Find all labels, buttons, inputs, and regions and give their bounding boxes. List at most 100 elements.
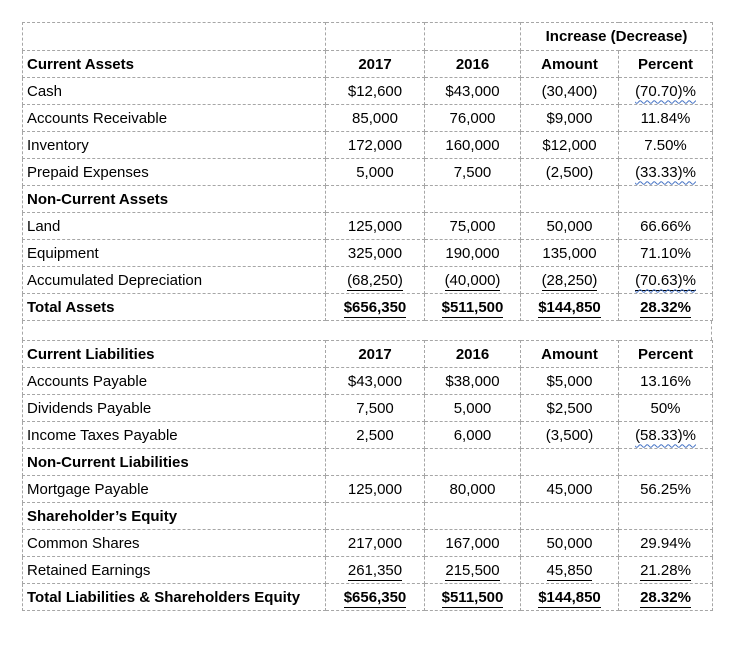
value-cell: 135,000 <box>520 239 619 267</box>
value-cell: $9,000 <box>520 104 619 132</box>
cell-value: (30,400) <box>541 82 598 100</box>
value-cell: 7,500 <box>325 394 425 422</box>
column-header-percent: Percent <box>618 340 713 368</box>
value-cell: 217,000 <box>325 529 425 557</box>
cell-value: 75,000 <box>449 217 496 235</box>
row-label: Land <box>22 212 326 240</box>
value-cell: 167,000 <box>424 529 521 557</box>
value-cell: $12,000 <box>520 131 619 159</box>
value-cell <box>520 185 619 213</box>
value-cell <box>617 185 714 213</box>
value-cell: 215,500 <box>424 556 521 584</box>
cell-value: $38,000 <box>445 372 500 390</box>
cell-value: 50,000 <box>546 534 593 552</box>
cell-value: (33.33)% <box>635 163 696 181</box>
value-cell: 190,000 <box>424 239 521 267</box>
cell-value: 167,000 <box>445 534 500 552</box>
value-cell: 29.94% <box>618 529 713 557</box>
row-label: Retained Earnings <box>22 556 326 584</box>
cell-value: $656,350 <box>343 298 407 320</box>
value-cell: 7.50% <box>617 131 714 159</box>
row-label: Cash <box>22 77 326 105</box>
cell-value: 160,000 <box>445 136 500 154</box>
column-header-2017: 2017 <box>325 340 425 368</box>
cell-value: 66.66% <box>640 217 691 235</box>
cell-value: 45,850 <box>546 561 593 581</box>
spellcheck-squiggle: (58.33)% <box>635 427 696 444</box>
value-cell: 45,850 <box>520 556 619 584</box>
cell-value: $2,500 <box>546 399 593 417</box>
cell-value: (28,250) <box>541 271 598 291</box>
value-cell: 261,350 <box>325 556 425 584</box>
row-label: Total Liabilities & Shareholders Equity <box>22 583 326 611</box>
cell-value: 13.16% <box>640 372 691 390</box>
value-cell: 7,500 <box>424 158 521 186</box>
column-header-row: Current Liabilities 2017 2016 Amount Per… <box>22 340 713 368</box>
value-cell: (70.63)% <box>617 266 714 294</box>
cell-value: $9,000 <box>546 109 593 127</box>
value-cell: (2,500) <box>520 158 619 186</box>
cell-value: 45,000 <box>546 480 593 498</box>
cell-value: 50% <box>650 399 681 417</box>
value-cell <box>520 502 619 530</box>
value-cell <box>325 502 425 530</box>
value-cell: $12,600 <box>325 77 425 105</box>
value-cell <box>325 448 425 476</box>
value-cell <box>325 185 425 213</box>
column-header-amount: Amount <box>520 50 619 78</box>
section-header-row: Shareholder’s Equity <box>22 502 713 530</box>
cell-value: 6,000 <box>453 426 492 444</box>
row-label: Accounts Receivable <box>22 104 326 132</box>
value-cell: 6,000 <box>424 421 521 449</box>
cell-value: 125,000 <box>347 217 403 235</box>
cell-value: 11.84% <box>640 109 691 127</box>
value-cell: $38,000 <box>424 367 521 395</box>
row-label: Prepaid Expenses <box>22 158 326 186</box>
value-cell: (30,400) <box>520 77 619 105</box>
column-header-2016: 2016 <box>424 50 521 78</box>
row-label: Accounts Payable <box>22 367 326 395</box>
cell-value: $5,000 <box>546 372 593 390</box>
empty-cell <box>424 22 521 51</box>
cell-value: 7,500 <box>356 399 394 417</box>
value-cell: 56.25% <box>618 475 713 503</box>
row-label: Income Taxes Payable <box>22 421 326 449</box>
line-item-row: Accumulated Depreciation (68,250) (40,000)… <box>22 266 714 294</box>
cell-value: 76,000 <box>449 109 496 127</box>
value-cell: 66.66% <box>617 212 714 240</box>
liabilities-table: Current Liabilities 2017 2016 Amount Per… <box>22 340 713 611</box>
value-cell: $656,350 <box>325 293 425 321</box>
line-item-row: Cash $12,600 $43,000 (30,400) (70.70)% <box>22 77 714 105</box>
cell-value: 5,000 <box>356 163 394 181</box>
line-item-row: Income Taxes Payable 2,500 6,000 (3,500) (58… <box>22 421 713 449</box>
value-cell: 160,000 <box>424 131 521 159</box>
cell-value: 215,500 <box>445 561 500 581</box>
value-cell: $656,350 <box>325 583 425 611</box>
value-cell: 50% <box>618 394 713 422</box>
line-item-row: Retained Earnings 261,350 215,500 45,850 21.… <box>22 556 713 584</box>
column-header-2016: 2016 <box>424 340 521 368</box>
cell-value: 7.50% <box>644 136 687 154</box>
cell-value: (40,000) <box>444 271 501 291</box>
cell-value: (70.63)% <box>635 271 696 291</box>
cell-value: 125,000 <box>347 480 403 498</box>
assets-table: Increase (Decrease) Current Assets 2017 … <box>22 22 714 321</box>
value-cell: (58.33)% <box>618 421 713 449</box>
value-cell <box>424 502 521 530</box>
row-label: Non-Current Assets <box>22 185 326 213</box>
cell-value: 325,000 <box>347 244 403 262</box>
column-header-row: Current Assets 2017 2016 Amount Percent <box>22 50 714 78</box>
value-cell: 125,000 <box>325 212 425 240</box>
value-cell: $511,500 <box>424 293 521 321</box>
cell-value: 21.28% <box>640 561 691 581</box>
cell-value: $43,000 <box>347 372 403 390</box>
section-header-current-liabilities: Current Liabilities <box>22 340 326 368</box>
value-cell: (68,250) <box>325 266 425 294</box>
empty-cell <box>22 22 326 51</box>
row-label: Common Shares <box>22 529 326 557</box>
value-cell: (70.70)% <box>617 77 714 105</box>
value-cell: 76,000 <box>424 104 521 132</box>
value-cell: 50,000 <box>520 529 619 557</box>
value-cell: 75,000 <box>424 212 521 240</box>
document-canvas: Increase (Decrease) Current Assets 2017 … <box>22 22 714 611</box>
